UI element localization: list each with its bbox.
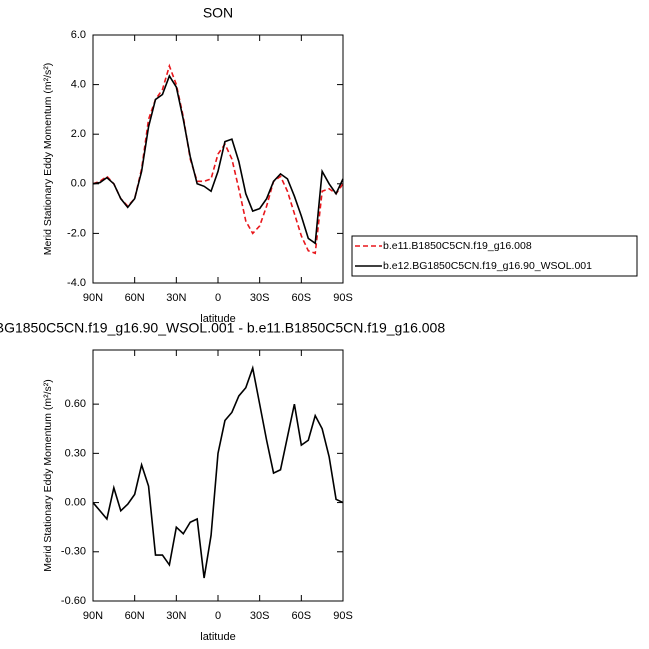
y-tick-label: 2.0 xyxy=(71,128,86,140)
data-line xyxy=(92,63,344,255)
y-tick-label: -0.30 xyxy=(61,546,86,558)
x-tick-label: 60S xyxy=(292,610,312,622)
x-tick-label: 60N xyxy=(125,610,145,622)
x-tick-label: 90N xyxy=(83,292,103,304)
y-tick-label: -0.60 xyxy=(61,595,86,607)
x-tick-label: 30N xyxy=(166,610,186,622)
data-line xyxy=(92,74,344,245)
chart-title: .BG1850C5CN.f19_g16.90_WSOL.001 - b.e11.… xyxy=(0,320,445,336)
plot-frame xyxy=(92,34,344,284)
y-tick-label: -2.0 xyxy=(67,227,86,239)
x-tick-label: 90S xyxy=(333,610,353,622)
y-tick-label: 0.30 xyxy=(65,447,86,459)
x-tick-label: 0 xyxy=(215,292,221,304)
y-axis-label: Merid Stationary Eddy Momentum (m²/s²) xyxy=(42,379,54,572)
x-tick-label: 60N xyxy=(125,292,145,304)
x-tick-label: 30S xyxy=(250,610,270,622)
x-tick-label: 0 xyxy=(215,610,221,622)
y-tick-label: 6.0 xyxy=(71,29,86,41)
x-axis-label: latitude xyxy=(200,313,235,325)
legend-box xyxy=(351,235,638,277)
x-tick-label: 30N xyxy=(166,292,186,304)
y-tick-label: 4.0 xyxy=(71,79,86,91)
legend-label: b.e11.B1850C5CN.f19_g16.008 xyxy=(383,240,532,252)
x-tick-label: 60S xyxy=(292,292,312,304)
x-tick-label: 30S xyxy=(250,292,270,304)
x-tick-label: 90S xyxy=(333,292,353,304)
y-tick-label: 0.00 xyxy=(65,496,86,508)
y-axis-label: Merid Stationary Eddy Momentum (m²/s²) xyxy=(42,63,54,256)
y-tick-label: 0.60 xyxy=(65,398,86,410)
x-axis-label: latitude xyxy=(200,631,235,643)
plot-frame xyxy=(92,349,344,602)
chart-title: SON xyxy=(203,5,233,21)
legend-label: b.e12.BG1850C5CN.f19_g16.90_WSOL.001 xyxy=(383,260,592,272)
x-tick-label: 90N xyxy=(83,610,103,622)
y-tick-label: -4.0 xyxy=(67,277,86,289)
data-line xyxy=(92,364,344,579)
y-tick-label: 0.0 xyxy=(71,178,86,190)
